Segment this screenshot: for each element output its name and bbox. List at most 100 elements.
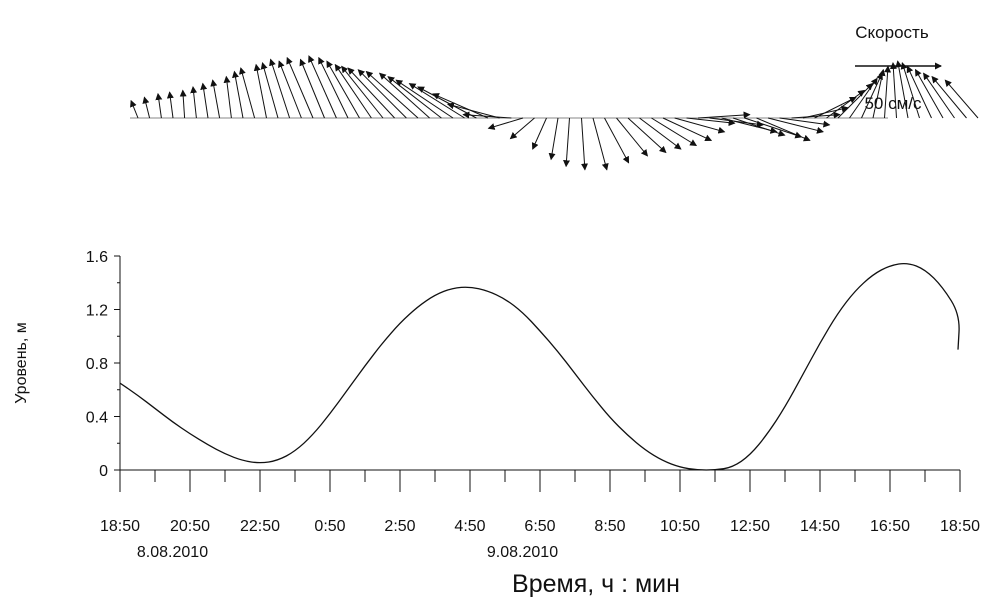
date-label: 9.08.2010 (487, 544, 558, 561)
velocity-arrow (253, 63, 267, 119)
velocity-arrow (260, 62, 279, 119)
x-tick-label: 20:50 (170, 518, 210, 535)
x-tick-label: 14:50 (800, 518, 840, 535)
x-tick-label: 6:50 (524, 518, 555, 535)
velocity-arrow (308, 55, 337, 119)
velocity-arrow (341, 65, 384, 119)
velocity-arrow (849, 77, 878, 119)
velocity-arrow (756, 117, 811, 142)
velocity-arrow (944, 79, 979, 119)
velocity-arrow (269, 58, 291, 119)
velocity-arrow (627, 117, 667, 154)
velocity-legend: Скорость 50 см/с (855, 23, 942, 113)
velocity-arrow (378, 72, 430, 119)
velocity-arrow (509, 117, 535, 140)
velocity-arrow (895, 60, 909, 119)
velocity-arrow (487, 117, 524, 130)
velocity-arrow (906, 65, 932, 119)
velocity-arrow (915, 68, 944, 119)
y-tick-label: 0.8 (86, 356, 108, 373)
x-tick-label: 12:50 (730, 518, 770, 535)
y-axis-label: Уровень, м (13, 322, 30, 404)
velocity-arrow (651, 117, 698, 147)
legend-scale-label: 50 см/с (864, 94, 922, 113)
velocity-arrow (130, 99, 139, 119)
velocity-arrow (417, 86, 477, 119)
x-tick-label: 8:50 (594, 518, 625, 535)
velocity-arrow (604, 117, 630, 164)
velocity-arrow (347, 67, 395, 119)
velocity-arrow (278, 60, 302, 119)
velocity-arrow (232, 70, 244, 119)
velocity-arrow (326, 60, 360, 119)
velocity-arrow (563, 117, 571, 168)
velocity-arrow (791, 111, 841, 119)
series-line-water-level (119, 262, 960, 471)
velocity-arrow (462, 111, 512, 119)
velocity-arrow (142, 96, 151, 119)
velocity-arrow (900, 62, 920, 119)
velocity-arrow (581, 117, 588, 171)
velocity-arrow (814, 96, 857, 119)
y-tick-label: 1.2 (86, 303, 108, 320)
water-level-chart: 0 0.4 0.8 1.2 1.6 18:50 20:50 22:50 0:50 2:50 4:5… (13, 249, 980, 598)
velocity-arrow (767, 117, 824, 134)
velocity-arrow (318, 56, 349, 119)
velocity-arrows (130, 55, 979, 171)
velocity-arrow (662, 117, 713, 142)
velocity-arrow (239, 67, 256, 119)
velocity-arrow (732, 117, 786, 137)
velocity-arrow (779, 117, 831, 128)
date-label: 8.08.2010 (137, 544, 208, 561)
x-tick-label: 2:50 (384, 518, 415, 535)
velocity-arrow (179, 89, 187, 119)
velocity-arrow (931, 75, 967, 119)
velocity-arrow (395, 79, 454, 119)
x-axis-ticks: 18:50 20:50 22:50 0:50 2:50 4:50 6:50 8:50 10:50… (100, 470, 980, 561)
x-axis-label: Время, ч : мин (512, 570, 680, 598)
velocity-arrow (365, 70, 419, 119)
velocity-arrow (639, 117, 682, 150)
velocity-arrow (616, 117, 649, 157)
velocity-arrow (210, 79, 221, 119)
velocity-arrow (408, 83, 465, 119)
velocity-arrow (223, 75, 232, 119)
velocity-arrow (155, 92, 163, 119)
x-tick-label: 16:50 (870, 518, 910, 535)
x-tick-label: 18:50 (940, 518, 980, 535)
velocity-arrow (884, 65, 892, 119)
velocity-arrow (357, 69, 407, 119)
velocity-arrow (190, 86, 198, 119)
velocity-arrow (697, 111, 751, 119)
x-tick-label: 22:50 (240, 518, 280, 535)
velocity-arrow (861, 72, 883, 119)
y-tick-label: 0 (99, 463, 108, 480)
y-axis-ticks: 0 0.4 0.8 1.2 1.6 (86, 249, 120, 480)
x-tick-label: 4:50 (454, 518, 485, 535)
velocity-arrow (837, 82, 874, 119)
velocity-arrow (166, 91, 174, 119)
velocity-arrow (531, 117, 547, 150)
velocity-arrow (872, 68, 886, 119)
velocity-arrow (889, 62, 897, 119)
velocity-arrow (299, 58, 325, 119)
velocity-arrow (686, 117, 736, 127)
velocity-arrow (674, 117, 726, 134)
y-tick-label: 1.6 (86, 249, 108, 266)
velocity-arrow (286, 56, 314, 119)
velocity-arrow (592, 117, 609, 171)
velocity-arrow (432, 93, 489, 119)
velocity-arrow (923, 72, 955, 119)
velocity-arrow (446, 102, 500, 119)
current-velocity-vectors (130, 55, 979, 171)
x-tick-label: 10:50 (660, 518, 700, 535)
velocity-arrow (334, 63, 372, 119)
velocity-arrow (826, 89, 866, 119)
legend-label: Скорость (855, 23, 929, 42)
y-tick-label: 0.4 (86, 410, 108, 427)
x-tick-label: 18:50 (100, 518, 140, 535)
velocity-arrow (200, 82, 209, 119)
x-tick-label: 0:50 (314, 518, 345, 535)
velocity-arrow (548, 117, 559, 161)
